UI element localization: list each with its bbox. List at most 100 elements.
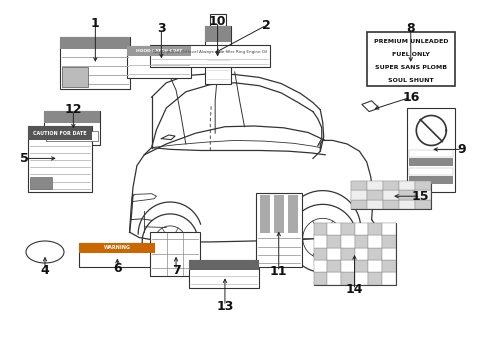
Ellipse shape <box>26 241 64 263</box>
Polygon shape <box>361 101 378 112</box>
Bar <box>398 190 414 200</box>
Text: 1: 1 <box>91 17 100 30</box>
Text: Never pull oil Oil level Always slide filler Ring Engine Oil: Never pull oil Oil level Always slide fi… <box>153 50 267 54</box>
Text: 13: 13 <box>216 300 233 312</box>
Bar <box>408 168 452 175</box>
Bar <box>414 181 430 190</box>
Bar <box>383 190 398 200</box>
Bar <box>326 248 340 260</box>
Bar <box>204 26 231 42</box>
Text: HOOD LATCH COAT: HOOD LATCH COAT <box>136 49 182 53</box>
Bar <box>367 223 381 235</box>
Bar <box>204 26 231 84</box>
Bar <box>340 223 354 235</box>
Text: 8: 8 <box>406 22 414 35</box>
Bar <box>150 232 200 276</box>
Bar <box>367 235 381 248</box>
Text: 6: 6 <box>113 262 122 275</box>
Bar <box>367 273 381 285</box>
Bar <box>383 181 398 190</box>
Bar <box>340 260 354 273</box>
Bar <box>60 37 130 49</box>
Bar <box>408 150 452 157</box>
Bar <box>340 273 354 285</box>
Bar <box>259 195 269 233</box>
Text: 4: 4 <box>41 264 49 276</box>
Bar <box>313 223 326 235</box>
Bar <box>383 200 398 209</box>
Bar <box>354 260 367 273</box>
Text: 7: 7 <box>171 264 180 276</box>
Bar <box>313 273 326 285</box>
Bar <box>313 223 395 285</box>
Bar <box>326 273 340 285</box>
Bar <box>350 181 366 190</box>
Bar <box>150 45 270 67</box>
Bar <box>367 260 381 273</box>
Bar <box>354 223 367 235</box>
Bar <box>408 158 452 166</box>
Bar <box>326 223 340 235</box>
Bar <box>381 235 395 248</box>
Bar <box>340 248 354 260</box>
Text: SOUL SHUNT: SOUL SHUNT <box>387 78 433 83</box>
Bar <box>414 200 430 209</box>
Bar <box>62 67 88 87</box>
Text: 11: 11 <box>269 265 287 278</box>
Bar <box>326 235 340 248</box>
Bar <box>366 32 454 86</box>
Bar <box>79 243 155 253</box>
Bar <box>44 111 100 123</box>
Bar <box>354 248 367 260</box>
Bar <box>350 200 366 209</box>
Text: PREMIUM UNLEADED: PREMIUM UNLEADED <box>373 39 447 44</box>
Bar <box>210 14 225 26</box>
Bar <box>407 108 454 193</box>
Bar <box>354 273 367 285</box>
Text: WARNING: WARNING <box>103 246 131 251</box>
Bar <box>46 131 98 141</box>
Bar <box>313 260 326 273</box>
Text: SUPER SANS PLOMB: SUPER SANS PLOMB <box>374 65 446 70</box>
Bar <box>350 190 366 200</box>
Bar <box>326 260 340 273</box>
Bar <box>340 235 354 248</box>
Bar <box>354 235 367 248</box>
Bar <box>60 37 130 89</box>
Text: 3: 3 <box>157 22 165 35</box>
Bar <box>367 248 381 260</box>
Bar <box>381 260 395 273</box>
Bar <box>366 190 383 200</box>
Bar <box>408 176 452 184</box>
Bar <box>414 190 430 200</box>
Text: 14: 14 <box>345 283 363 296</box>
Bar <box>28 126 91 140</box>
Bar <box>255 193 301 267</box>
Bar <box>79 243 155 267</box>
Bar <box>366 200 383 209</box>
Text: FUEL ONLY: FUEL ONLY <box>391 52 429 57</box>
Bar <box>273 195 283 233</box>
Bar <box>127 46 190 56</box>
Bar <box>127 46 190 78</box>
Text: 2: 2 <box>262 19 270 32</box>
Text: 10: 10 <box>208 15 226 28</box>
Bar <box>381 273 395 285</box>
Bar <box>366 181 383 190</box>
Text: CAUTION FOR DATE: CAUTION FOR DATE <box>33 131 86 136</box>
Bar <box>188 260 259 270</box>
Bar <box>188 260 259 288</box>
Text: 15: 15 <box>411 190 428 203</box>
Bar <box>313 235 326 248</box>
Bar <box>313 248 326 260</box>
Text: 5: 5 <box>20 152 29 165</box>
Bar <box>44 111 100 145</box>
Text: 16: 16 <box>401 91 419 104</box>
Bar <box>381 248 395 260</box>
Bar <box>381 223 395 235</box>
Bar <box>28 126 91 192</box>
Text: 12: 12 <box>64 103 82 116</box>
Bar <box>398 181 414 190</box>
Bar <box>287 195 297 233</box>
Bar <box>30 177 52 189</box>
